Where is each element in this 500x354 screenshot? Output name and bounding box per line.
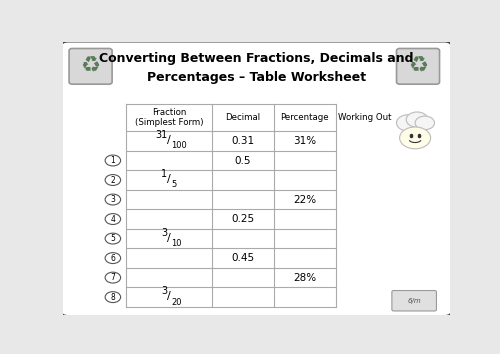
Circle shape <box>400 127 430 149</box>
Text: 28%: 28% <box>293 273 316 282</box>
Text: 100: 100 <box>171 141 187 150</box>
FancyBboxPatch shape <box>396 48 440 84</box>
Text: 31: 31 <box>155 130 167 140</box>
FancyBboxPatch shape <box>69 48 112 84</box>
Text: 1: 1 <box>161 169 167 179</box>
Text: 8: 8 <box>110 293 115 302</box>
Text: 31%: 31% <box>293 136 316 146</box>
Text: Converting Between Fractions, Decimals and
Percentages – Table Worksheet: Converting Between Fractions, Decimals a… <box>99 52 414 84</box>
Text: 7: 7 <box>110 273 116 282</box>
Text: 3: 3 <box>161 228 167 238</box>
Text: 0.45: 0.45 <box>231 253 254 263</box>
Text: Decimal: Decimal <box>225 113 260 122</box>
Text: 0.25: 0.25 <box>231 214 254 224</box>
Text: Percentage: Percentage <box>280 113 329 122</box>
Text: ♻: ♻ <box>80 56 100 76</box>
Circle shape <box>406 112 428 127</box>
Text: 1: 1 <box>110 156 115 165</box>
Text: 0.31: 0.31 <box>231 136 254 146</box>
Text: /: / <box>167 135 171 145</box>
Text: /: / <box>167 233 171 243</box>
FancyBboxPatch shape <box>60 41 452 316</box>
Text: ♻: ♻ <box>408 56 428 76</box>
Text: 5: 5 <box>171 181 176 189</box>
Text: 6/m: 6/m <box>407 298 421 304</box>
Text: 3: 3 <box>110 195 116 204</box>
Text: 6: 6 <box>110 253 116 263</box>
Text: 4: 4 <box>110 215 116 224</box>
FancyBboxPatch shape <box>392 291 436 311</box>
Text: 10: 10 <box>171 239 181 248</box>
Text: Fraction
(Simplest Form): Fraction (Simplest Form) <box>135 108 203 127</box>
Text: /: / <box>167 174 171 184</box>
Text: 5: 5 <box>110 234 116 243</box>
Text: 20: 20 <box>171 297 181 307</box>
Text: Working Out: Working Out <box>338 113 392 122</box>
Text: 0.5: 0.5 <box>234 155 251 166</box>
Text: 2: 2 <box>110 176 115 184</box>
Circle shape <box>415 116 434 130</box>
Text: 3: 3 <box>161 286 167 296</box>
Circle shape <box>396 115 420 131</box>
Text: /: / <box>167 291 171 301</box>
Text: 22%: 22% <box>293 195 316 205</box>
